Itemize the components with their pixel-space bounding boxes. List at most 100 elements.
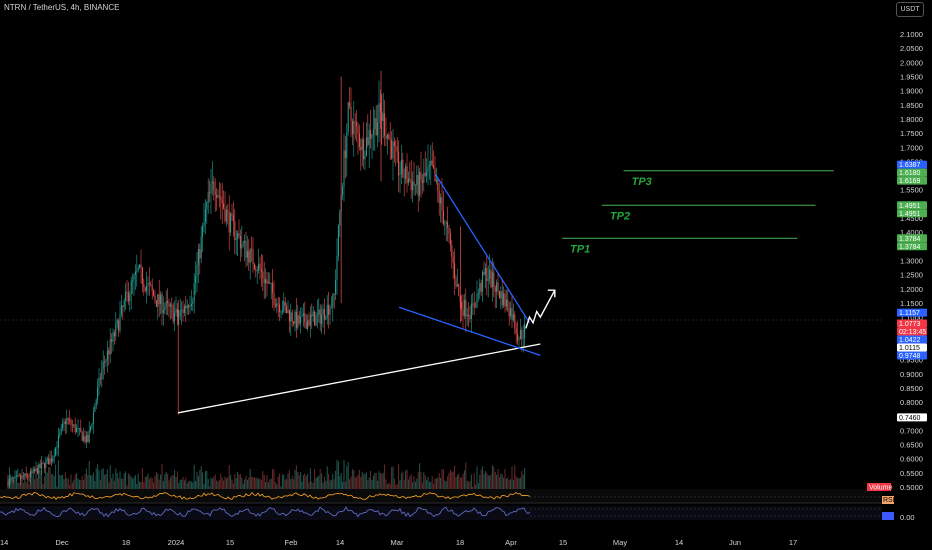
candle-body [442,210,444,224]
candle-body [396,146,398,152]
candle-body [70,419,72,425]
volume-bar [151,478,153,490]
volume-bar [134,475,136,490]
volume-bar [10,478,12,490]
candle-body [38,464,40,474]
volume-bar [469,480,471,490]
candle-body [344,150,346,158]
volume-bar [368,477,370,490]
volume-bar [186,483,188,490]
y-tick-label: 0.6000 [900,455,923,464]
candle-body [434,168,436,182]
volume-bar [108,482,110,490]
candle-body [143,284,145,288]
volume-bar [56,486,58,490]
candle-body [172,306,174,322]
price-tag-label: 1.6180 [899,170,921,177]
volume-bar [332,473,334,490]
volume-bar [92,472,94,490]
candle-body [146,285,148,292]
volume-bar [169,477,171,490]
volume-bar [48,467,50,490]
volume-bar [400,473,402,490]
candle-body [287,310,289,314]
volume-bar [465,462,467,490]
candle-body [479,283,481,294]
candle-body [435,179,437,182]
volume-bar [441,469,443,490]
volume-bar [297,472,299,490]
price-tag-label: 1.4951 [899,211,921,218]
volume-bar [210,477,212,490]
volume-bar [472,486,474,490]
y-tick-label: 1.3000 [900,257,923,266]
candle-body [504,293,506,307]
candle-body [171,304,173,307]
candle-body [491,272,493,288]
candle-body [214,190,216,195]
volume-bar [211,478,213,490]
candle-body [108,350,110,355]
candle-body [118,320,120,331]
volume-bar [405,470,407,490]
volume-bar [410,474,412,490]
volume-bar [73,479,75,490]
volume-bar [237,471,239,490]
candle-body [276,303,278,307]
volume-bar [157,473,159,490]
candle-body [21,475,23,479]
candle-body [293,321,295,324]
candle-body [508,310,510,317]
volume-bar [452,471,454,490]
candle-body [99,377,101,380]
price-tag-label: 02:13:45 [899,329,926,336]
volume-bar [263,474,265,490]
volume-bar [252,477,254,490]
y-tick-label: 0.9000 [900,370,923,379]
candle-body [176,308,178,318]
volume-bar [94,480,96,490]
volume-bar [185,477,187,490]
volume-bar [59,474,61,490]
volume-bar [17,482,19,490]
volume-bar [34,479,36,490]
y-tick-label: 2.1000 [900,30,923,39]
candle-body [132,280,134,281]
volume-bar [277,476,279,490]
currency-button[interactable]: USDT [896,2,924,17]
volume-bar [190,481,192,490]
volume-bar [224,476,226,490]
volume-bar [228,465,230,490]
volume-bar [284,479,286,490]
volume-bar [409,476,411,490]
candle-body [431,160,433,166]
volume-bar [295,465,297,490]
volume-bar [372,475,374,490]
volume-bar [130,476,132,490]
volume-bar [18,483,20,490]
candle-body [410,179,412,191]
candle-body [388,134,390,139]
volume-bar [377,480,379,490]
candle-body [337,225,339,257]
price-tag-label: 0.7460 [899,415,921,422]
candle-body [309,314,311,326]
candle-body [272,283,274,293]
volume-bar [431,476,433,490]
volume-bar [505,478,507,490]
volume-bar [276,484,278,490]
volume-bar [249,468,251,490]
candle-body [224,208,226,222]
candle-body [10,478,12,480]
candle-body [459,295,461,302]
volume-bar [388,482,390,490]
candle-body [524,324,526,338]
candle-body [500,291,502,298]
price-tag-label: 1.0115 [899,345,920,352]
volume-bar [336,460,338,490]
volume-bar [146,476,148,490]
volume-bar [430,481,432,490]
candle-body [470,303,472,320]
volume-bar [421,482,423,490]
